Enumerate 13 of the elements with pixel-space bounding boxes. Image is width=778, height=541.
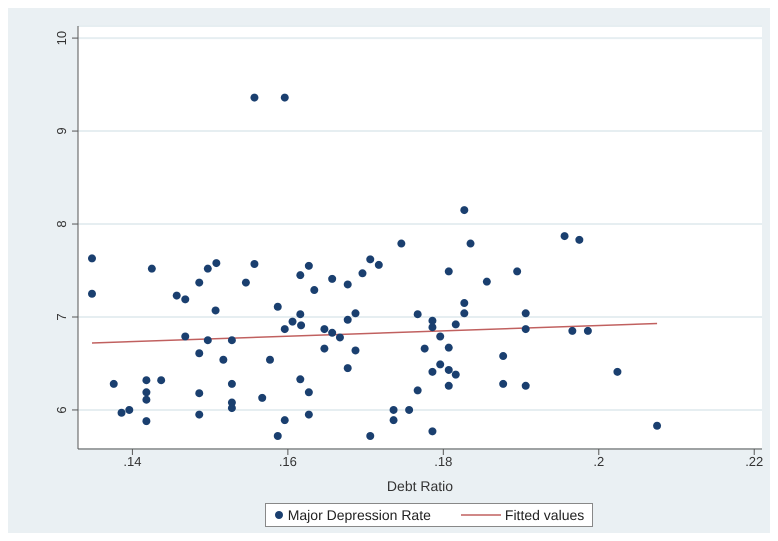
x-axis-title: Debt Ratio [386, 478, 454, 494]
x-tick-label: .18 [434, 454, 452, 470]
y-tick-label: 8 [54, 220, 69, 228]
y-tick-label: 10 [54, 30, 69, 46]
legend-label: Major Depression Rate [288, 507, 431, 523]
x-tick-label: .16 [278, 454, 297, 470]
y-tick-label: 9 [54, 127, 69, 135]
y-tick-label: 7 [54, 313, 69, 321]
x-tick-label: .2 [593, 454, 604, 470]
x-tick-label: .14 [123, 454, 142, 470]
legend-label: Fitted values [504, 507, 584, 523]
y-tick-label: 6 [54, 406, 69, 414]
x-tick-label: .22 [745, 454, 764, 470]
